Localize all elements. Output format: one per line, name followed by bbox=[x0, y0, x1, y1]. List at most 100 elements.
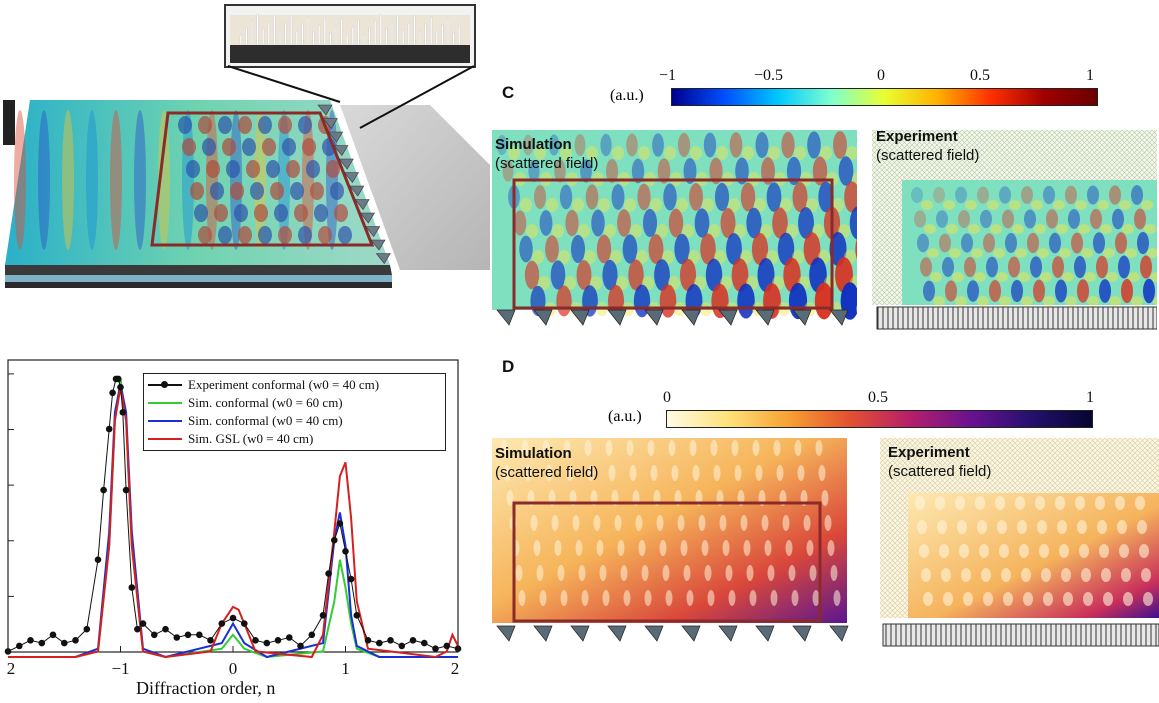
legend-label: Sim. GSL (w0 = 40 cm) bbox=[188, 431, 314, 446]
chart-data-point bbox=[336, 520, 344, 527]
legend-item: Experiment conformal (w0 = 40 cm) bbox=[144, 376, 445, 394]
chart-data-point bbox=[319, 612, 327, 619]
chart-data-point bbox=[274, 637, 282, 644]
chart-data-point bbox=[15, 642, 23, 650]
panel-c-letter: C bbox=[502, 83, 515, 102]
panel-c-tick: 0.5 bbox=[970, 67, 990, 84]
panel-d-exp-subtitle: (scattered field) bbox=[888, 463, 992, 480]
legend-item: Sim. GSL (w0 = 40 cm) bbox=[144, 430, 445, 448]
chart-x-tick-label: 2 bbox=[451, 659, 460, 678]
legend-swatch-marker bbox=[148, 381, 182, 388]
panel-d-region-box bbox=[512, 501, 822, 623]
chart-data-point bbox=[128, 584, 136, 591]
chart-data-point bbox=[353, 612, 361, 619]
legend-swatch bbox=[148, 420, 182, 422]
legend-swatch bbox=[148, 402, 182, 404]
panel-d-tick: 0.5 bbox=[868, 389, 888, 406]
panel-d-simulation-map bbox=[492, 438, 849, 642]
chart-data-point bbox=[109, 389, 116, 397]
chart-data-point bbox=[105, 425, 113, 433]
chart-x-tick-label: 0 bbox=[229, 659, 238, 678]
panel-c-tick: −0.5 bbox=[754, 67, 784, 84]
chart-data-point bbox=[218, 620, 226, 627]
chart-data-point bbox=[72, 637, 79, 644]
panel-d-colorbar bbox=[666, 410, 1093, 428]
chart-data-point bbox=[387, 637, 394, 644]
chart-data-point bbox=[364, 637, 372, 644]
chart-data-point bbox=[376, 639, 383, 647]
chart-data-point bbox=[94, 556, 102, 563]
panel-d-letter: D bbox=[502, 357, 515, 376]
chart-data-point bbox=[308, 631, 316, 639]
chart-data-point bbox=[286, 634, 293, 641]
wave-pattern bbox=[14, 110, 352, 250]
panel-c-colorbar bbox=[671, 88, 1098, 106]
chart-data-point bbox=[173, 634, 181, 641]
panel-d-tick: 1 bbox=[1086, 389, 1094, 406]
panel-d-tick: 0 bbox=[663, 389, 671, 406]
legend-item: Sim. conformal (w0 = 40 cm) bbox=[144, 412, 445, 430]
panel-c-unit: (a.u.) bbox=[610, 87, 644, 104]
chart-data-point bbox=[229, 614, 237, 622]
chart-data-point bbox=[207, 637, 214, 644]
chart-data-point bbox=[331, 536, 338, 544]
panel-c-exp-subtitle: (scattered field) bbox=[876, 147, 980, 164]
legend-swatch bbox=[148, 438, 182, 440]
chart-data-point bbox=[134, 625, 141, 633]
chart-data-point bbox=[263, 639, 271, 647]
legend-label: Sim. conformal (w0 = 40 cm) bbox=[188, 413, 343, 428]
panel-c-simulation-map bbox=[492, 130, 857, 326]
chart-data-point bbox=[297, 642, 304, 650]
chart-data-point bbox=[139, 620, 147, 627]
chart-data-point bbox=[27, 637, 34, 644]
chart-data-point bbox=[347, 575, 355, 583]
chart-data-point bbox=[100, 486, 107, 494]
chart-data-point bbox=[162, 625, 169, 633]
legend-item: Sim. conformal (w0 = 60 cm) bbox=[144, 394, 445, 412]
chart-data-point bbox=[398, 642, 406, 650]
chart-data-point bbox=[241, 620, 248, 627]
chart-data-point bbox=[421, 639, 428, 647]
panel-d-sim-title: Simulation bbox=[495, 445, 572, 462]
panel-d-experiment-map bbox=[880, 438, 1159, 647]
panel-d-unit: (a.u.) bbox=[608, 408, 642, 425]
chart-data-point bbox=[122, 486, 130, 494]
chart-legend: Experiment conformal (w0 = 40 cm) Sim. c… bbox=[143, 373, 446, 451]
chart-data-point bbox=[61, 639, 68, 647]
chart-data-point bbox=[184, 631, 192, 639]
legend-label: Experiment conformal (w0 = 40 cm) bbox=[188, 377, 380, 392]
panel-c-tick: 0 bbox=[877, 67, 885, 84]
panel-d-exp-title: Experiment bbox=[888, 444, 970, 461]
chart-x-tick-label: 2 bbox=[7, 659, 16, 678]
panel-c-tick: 1 bbox=[1086, 67, 1094, 84]
chart-data-point bbox=[117, 383, 124, 391]
metasurface-3d-render bbox=[3, 4, 490, 288]
chart-data-point bbox=[38, 639, 46, 647]
panel-c-sim-subtitle: (scattered field) bbox=[495, 155, 599, 172]
chart-data-point bbox=[119, 409, 127, 416]
panel-c-experiment-map bbox=[872, 130, 1157, 330]
panel-c-tick: −1 bbox=[659, 67, 677, 84]
chart-data-point bbox=[342, 548, 349, 555]
chart-data-point bbox=[83, 625, 91, 633]
panel-c-exp-title: Experiment bbox=[876, 128, 958, 145]
chart-x-axis-label: Diffraction order, n bbox=[136, 678, 276, 698]
panel-c-region-box bbox=[512, 178, 834, 310]
chart-data-point bbox=[443, 642, 451, 650]
chart-x-tick-label: −1 bbox=[111, 659, 129, 678]
chart-data-point bbox=[432, 645, 439, 652]
region-box bbox=[150, 111, 375, 247]
chart-series-line bbox=[8, 387, 459, 659]
chart-data-point bbox=[325, 570, 332, 577]
chart-data-point bbox=[409, 637, 417, 644]
chart-x-tick-label: 1 bbox=[341, 659, 350, 678]
panel-c-sim-title: Simulation bbox=[495, 136, 572, 153]
chart-data-point bbox=[196, 631, 203, 639]
chart-data-point bbox=[115, 375, 122, 383]
metasurface-elements bbox=[317, 104, 391, 265]
chart-data-point bbox=[49, 631, 57, 639]
legend-label: Sim. conformal (w0 = 60 cm) bbox=[188, 395, 343, 410]
panel-d-sim-subtitle: (scattered field) bbox=[495, 464, 599, 481]
chart-data-point bbox=[252, 637, 259, 644]
chart-data-point bbox=[151, 631, 158, 639]
